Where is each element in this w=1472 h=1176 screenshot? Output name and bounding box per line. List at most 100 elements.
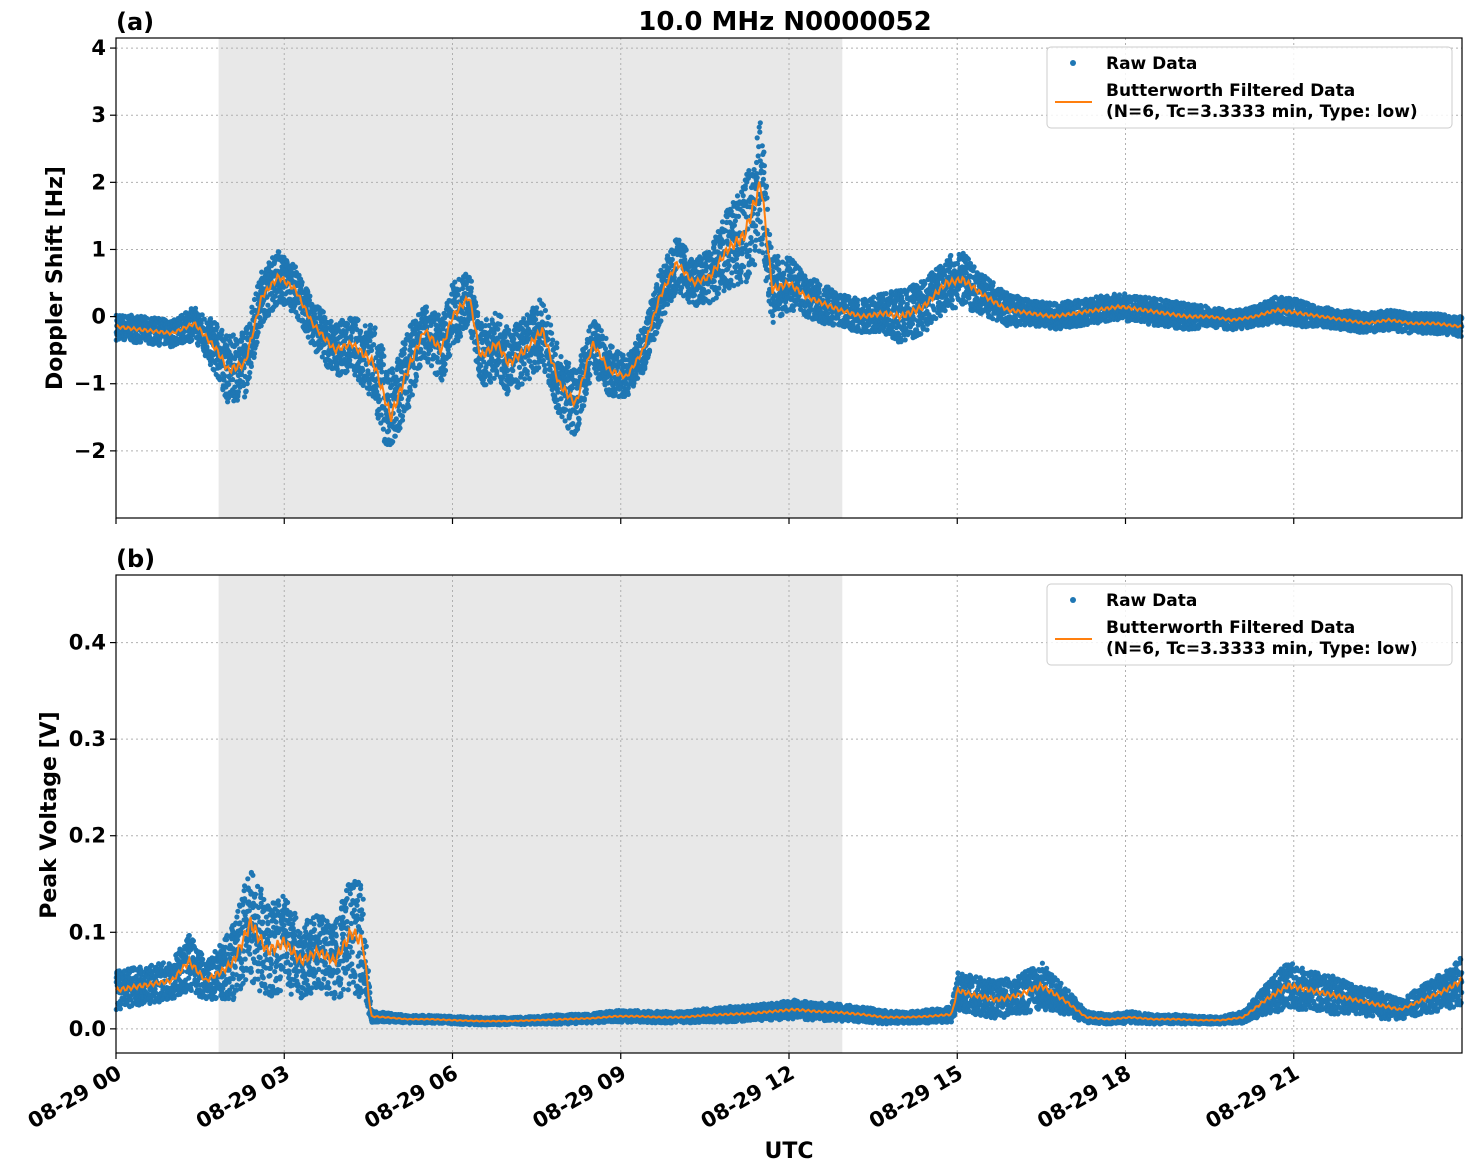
panel-a-raw-point: [439, 377, 444, 382]
panel-a-raw-point: [402, 351, 407, 356]
panel-a-raw-point: [770, 313, 775, 318]
panel-a-label: (a): [116, 8, 154, 36]
panel-a-raw-point: [484, 317, 489, 322]
panel-a-raw-point: [412, 383, 417, 388]
panel-a-raw-point: [394, 416, 399, 421]
panel-a-raw-point: [549, 331, 554, 336]
panel-a-raw-point: [764, 184, 769, 189]
panel-a-raw-point: [753, 223, 758, 228]
panel-a-raw-point: [458, 334, 463, 339]
panel-a-raw-point: [510, 368, 515, 373]
panel-a-raw-point: [189, 337, 194, 342]
panel-a-raw-point: [716, 291, 721, 296]
panel-a-raw-point: [746, 168, 751, 173]
panel-a-raw-point: [903, 337, 908, 342]
panel-a-raw-point: [517, 365, 522, 370]
panel-a-raw-point: [138, 339, 143, 344]
panel-a-raw-point: [242, 394, 247, 399]
panel-a-raw-point: [817, 283, 822, 288]
panel-a-raw-point: [922, 281, 927, 286]
panel-a-raw-point: [397, 426, 402, 431]
panel-a-raw-point: [539, 353, 544, 358]
panel-a-raw-point: [769, 245, 774, 250]
panel-a-raw-point: [554, 341, 559, 346]
panel-a-raw-point: [245, 381, 250, 386]
panel-a-raw-point: [581, 403, 586, 408]
panel-a-raw-point: [610, 344, 615, 349]
panel-a-raw-point: [400, 418, 405, 423]
panel-a-raw-point: [247, 375, 252, 380]
panel-a-raw-point: [471, 295, 476, 300]
panel-a-raw-point: [757, 130, 762, 135]
panel-a-raw-point: [506, 388, 511, 393]
panel-a-raw-point: [855, 298, 860, 303]
panel-a-raw-point: [527, 376, 532, 381]
panel-a-raw-point: [528, 352, 533, 357]
panel-a-raw-point: [559, 414, 564, 419]
panel-a-raw-point: [536, 365, 541, 370]
panel-a-raw-point: [539, 311, 544, 316]
panel-a-raw-point: [741, 264, 746, 269]
panel-a-raw-point: [525, 369, 530, 374]
panel-a-raw-point: [345, 369, 350, 374]
panel-a-raw-point: [447, 353, 452, 358]
panel-a-raw-point: [943, 308, 948, 313]
panel-a-raw-point: [402, 346, 407, 351]
panel-a-raw-point: [775, 254, 780, 259]
panel-a-raw-point: [910, 321, 915, 326]
panel-a-raw-point: [534, 305, 539, 310]
panel-a-raw-point: [665, 302, 670, 307]
panel-a-raw-point: [255, 340, 260, 345]
panel-a-raw-point: [739, 269, 744, 274]
panel-a-raw-point: [424, 309, 429, 314]
panel-a-raw-point: [716, 286, 721, 291]
panel-a-raw-point: [733, 218, 738, 223]
panel-a-raw-point: [546, 315, 551, 320]
panel-a-raw-point: [506, 328, 511, 333]
panel-a-raw-point: [736, 214, 741, 219]
panel-a-raw-point: [953, 305, 958, 310]
panel-a-raw-point: [455, 292, 460, 297]
panel-a-raw-point: [469, 286, 474, 291]
panel-a-raw-point: [393, 434, 398, 439]
panel-a-raw-point: [360, 368, 365, 373]
panel-a-raw-point: [670, 257, 675, 262]
panel-a-raw-point: [761, 150, 766, 155]
panel-a-raw-point: [497, 322, 502, 327]
panel-a-raw-point: [252, 351, 257, 356]
panel-a-raw-point: [543, 308, 548, 313]
panel-a-raw-point: [478, 363, 483, 368]
panel-a-raw-point: [541, 358, 546, 363]
panel-a-raw-point: [767, 232, 772, 237]
panel-a-raw-point: [758, 120, 763, 125]
panel-a-raw-point: [760, 143, 765, 148]
panel-a-raw-point: [542, 363, 547, 368]
panel-a-raw-point: [329, 319, 334, 324]
panel-a-raw-point: [626, 392, 631, 397]
panel-a-raw-point: [365, 368, 370, 373]
panel-a-raw-point: [386, 428, 391, 433]
panel-a-raw-point: [511, 336, 516, 341]
panel-a-raw-point: [381, 354, 386, 359]
panel-a-raw-point: [414, 374, 419, 379]
panel-a-raw-point: [399, 396, 404, 401]
panel-a-raw-point: [741, 193, 746, 198]
panel-a-raw-point: [566, 361, 571, 366]
panel-a-raw-point: [743, 186, 748, 191]
panel-a-raw-point: [256, 330, 261, 335]
panel-a-raw-point: [758, 219, 763, 224]
panel-a-raw-point: [390, 439, 395, 444]
panel-a-raw-point: [247, 370, 252, 375]
panel-a-raw-point: [652, 337, 657, 342]
panel-a-raw-point: [948, 253, 953, 258]
panel-a-raw-point: [924, 327, 929, 332]
panel-a-raw-point: [759, 242, 764, 247]
panel-a-raw-point: [368, 323, 373, 328]
panel-a-raw-point: [735, 193, 740, 198]
panel-a-raw-point: [428, 347, 433, 352]
panel-a-raw-point: [918, 331, 923, 336]
panel-a-raw-point: [367, 338, 372, 343]
panel-a-raw-point: [582, 398, 587, 403]
panel-a-raw-point: [662, 310, 667, 315]
